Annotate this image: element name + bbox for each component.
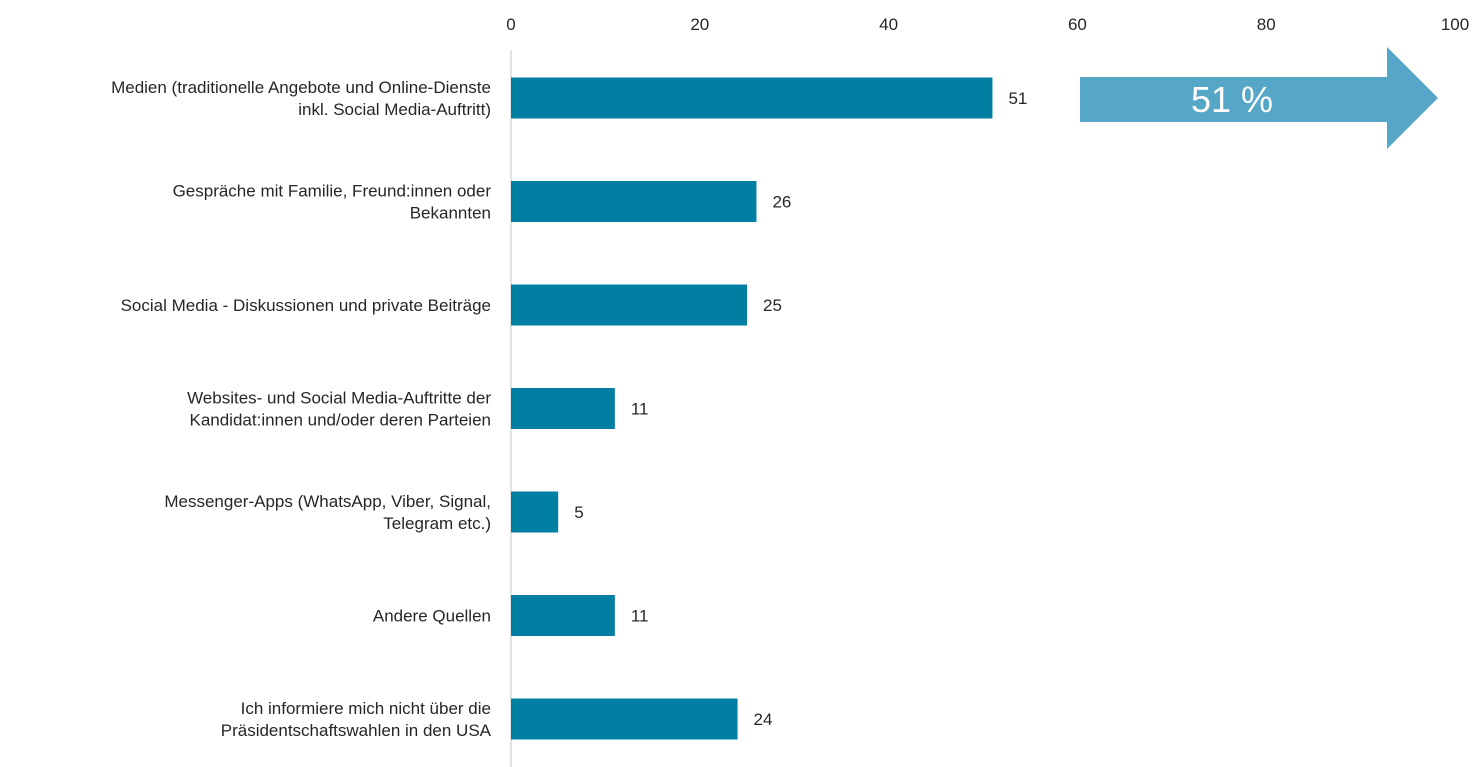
bar (511, 595, 615, 636)
data-label: 25 (763, 296, 782, 315)
bar (511, 388, 615, 429)
category-label: Messenger-Apps (WhatsApp, Viber, Signal,… (164, 492, 491, 533)
x-tick-label: 100 (1441, 15, 1469, 34)
data-label: 26 (772, 193, 791, 212)
bar (511, 77, 993, 119)
data-label: 51 (1008, 89, 1027, 108)
x-tick-label: 20 (690, 15, 709, 34)
category-label: Websites- und Social Media-Auftritte der… (187, 389, 491, 430)
callout-arrow: 51 % (1080, 47, 1438, 149)
category-label: Social Media - Diskussionen und private … (121, 296, 491, 315)
category-label: Gespräche mit Familie, Freund:innen oder… (173, 182, 492, 223)
category-label: Medien (traditionelle Angebote und Onlin… (111, 78, 491, 119)
category-label: Andere Quellen (373, 607, 491, 626)
category-label: Ich informiere mich nicht über die Präsid… (221, 699, 492, 740)
bar (511, 284, 747, 326)
data-label: 11 (631, 400, 649, 419)
data-label: 24 (754, 710, 773, 729)
x-tick-label: 0 (506, 15, 515, 34)
x-tick-label: 60 (1068, 15, 1087, 34)
bar (511, 181, 757, 222)
bar (511, 698, 738, 740)
bar (511, 491, 559, 533)
callout-arrow-shape (1080, 47, 1438, 149)
callout-text: 51 % (1191, 79, 1273, 120)
x-tick-label: 40 (879, 15, 898, 34)
data-label: 5 (574, 503, 583, 522)
x-axis: 0 20 40 60 80 100 (506, 15, 1469, 767)
bars-group: 51 Medien (traditionelle Angebote und Onl… (111, 77, 1027, 740)
x-tick-label: 80 (1257, 15, 1276, 34)
data-label: 11 (631, 607, 649, 626)
